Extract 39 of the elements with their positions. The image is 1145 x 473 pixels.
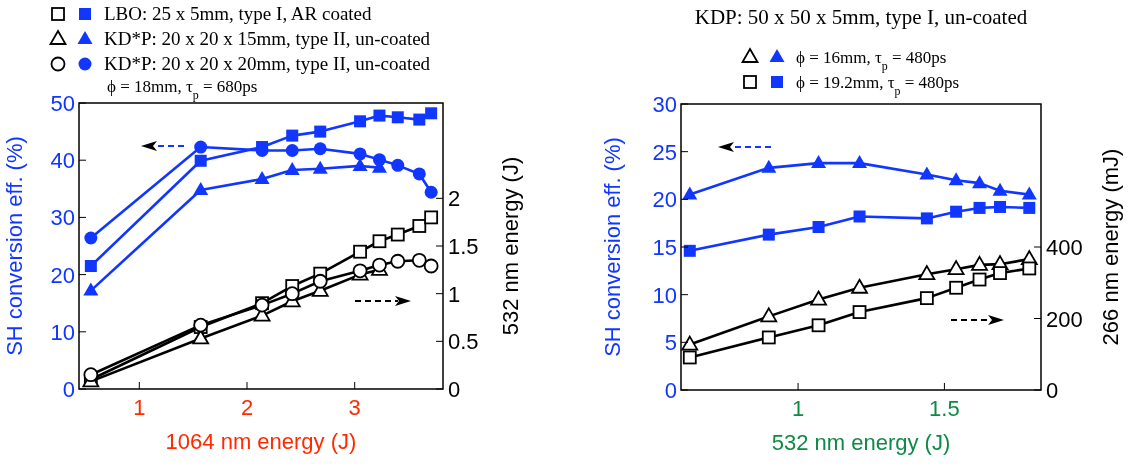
y2-tick-label: 0.5 (448, 329, 479, 355)
y-tick-label: 50 (50, 91, 75, 116)
y-tick-label: 30 (50, 205, 75, 231)
y-tick-label: 0 (664, 378, 677, 403)
y2-tick-label: 200 (1046, 306, 1083, 332)
y-tick-label: 40 (50, 148, 75, 174)
x-tick-label: 3 (348, 395, 361, 420)
x-tick-label: 1.5 (929, 396, 960, 421)
y2-tick-label: 1.5 (448, 234, 479, 259)
y-tick-label: 10 (652, 282, 677, 308)
y-tick-label: 25 (652, 139, 677, 165)
legend-label: ϕ = 16mm, τ$_{p}$ = 480ps (796, 48, 947, 73)
y2-tick-label: 400 (1046, 235, 1083, 260)
y-tick-label: 30 (652, 92, 677, 117)
x-tick-label: 2 (240, 395, 254, 420)
y-tick-label: 20 (50, 262, 75, 288)
legend-label: ϕ = 19.2mm, τ$_{p}$ = 480ps (796, 73, 960, 98)
y-axis-title: SH conversion eff. (%) (2, 136, 27, 356)
x-tick-label: 1 (791, 396, 805, 421)
y-tick-label: 10 (50, 319, 75, 345)
y2-tick-label: 0 (448, 377, 461, 402)
x-axis-title: 532 nm energy (J) (771, 430, 951, 455)
y-tick-label: 5 (664, 330, 677, 356)
y-tick-label: 0 (62, 377, 75, 402)
legend-label: KD*P: 20 x 20 x 15mm, type II, un-coated (104, 28, 431, 49)
x-axis-title: 1064 nm energy (J) (165, 429, 357, 454)
text: ϕ = 18mm, τ$_{p}$ = 680ps (107, 77, 258, 102)
y2-axis-title: 266 nm energy (mJ) (1098, 148, 1123, 346)
y-tick-label: 20 (652, 187, 677, 213)
y2-tick-label: 2 (448, 186, 461, 212)
y2-tick-label: 1 (448, 281, 461, 307)
y2-tick-label: 0 (1046, 378, 1059, 403)
y-tick-label: 15 (652, 235, 677, 260)
chart-title: KDP: 50 x 50 x 5mm, type I, un-coated (694, 5, 1028, 29)
legend-label: KD*P: 20 x 20 x 20mm, type II, un-coated (104, 53, 431, 74)
legend-label: LBO: 25 x 5mm, type I, AR coated (104, 3, 373, 24)
x-tick-label: 1 (133, 395, 146, 420)
y2-axis-title: 532 nm energy (J) (498, 156, 523, 336)
y-axis-title: SH conversion eff. (%) (600, 137, 625, 357)
